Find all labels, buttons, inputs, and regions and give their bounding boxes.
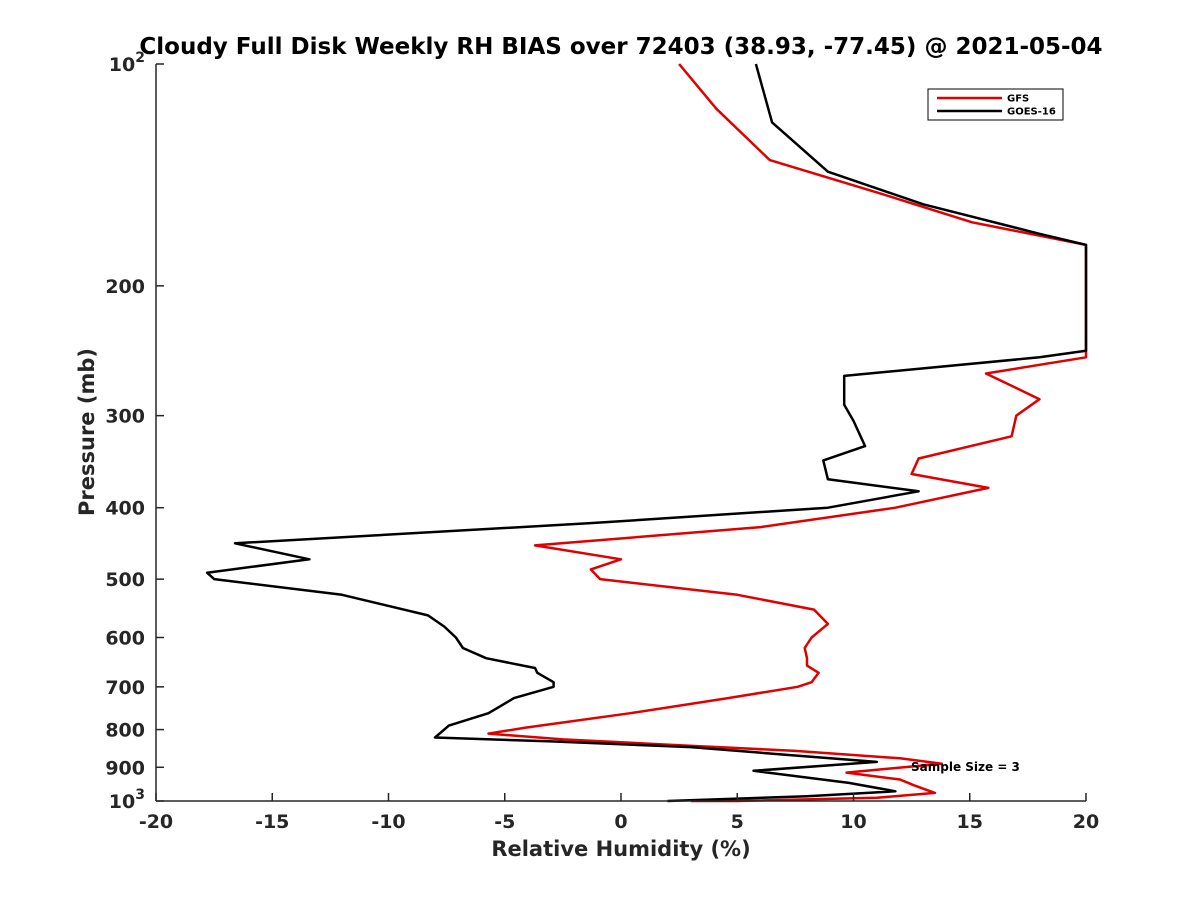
y-tick-label: 500 — [105, 569, 145, 591]
legend-label-goes16: GOES-16 — [1007, 107, 1056, 118]
sample-size-annotation: Sample Size = 3 — [911, 760, 1020, 774]
x-tick-label: -15 — [255, 811, 289, 833]
legend: GFS GOES-16 — [927, 88, 1064, 121]
x-tick-label: -5 — [494, 811, 515, 833]
series-line-goes16 — [205, 63, 1088, 803]
x-tick-label: -20 — [139, 811, 173, 833]
y-tick-label: 600 — [105, 627, 145, 649]
x-tick-label: 15 — [957, 811, 983, 833]
x-tick-label: -10 — [371, 811, 405, 833]
x-tick-label: 0 — [614, 811, 627, 833]
y-tick-label: 900 — [105, 757, 145, 779]
x-tick-label: 10 — [840, 811, 866, 833]
y-tick-label: 300 — [105, 406, 145, 428]
y-tick-label: 700 — [105, 677, 145, 699]
series-line-gfs — [487, 63, 1088, 803]
legend-box — [927, 88, 1064, 121]
y-tick-label: 103 — [109, 787, 145, 813]
y-tick-label: 800 — [105, 720, 145, 742]
y-tick-label: 200 — [105, 276, 145, 298]
legend-label-gfs: GFS — [1007, 94, 1029, 105]
y-tick-label: 400 — [105, 498, 145, 520]
series-layer — [205, 63, 1088, 803]
y-tick-label: 102 — [109, 50, 145, 76]
y-axis-label: Pressure (mb) — [75, 348, 99, 516]
x-tick-label: 20 — [1073, 811, 1099, 833]
y-axis-ticks: 102 200 300 400 500 600 700 800 900 103 — [105, 50, 164, 813]
x-axis-label: Relative Humidity (%) — [491, 837, 750, 861]
x-axis-ticks: -20 -15 -10 -5 0 5 10 15 20 — [139, 793, 1099, 833]
x-tick-label: 5 — [731, 811, 744, 833]
plot-area: -20 -15 -10 -5 0 5 10 15 20 102 200 300 400 500 600 70… — [105, 50, 1099, 833]
chart-title: Cloudy Full Disk Weekly RH BIAS over 724… — [139, 34, 1102, 60]
